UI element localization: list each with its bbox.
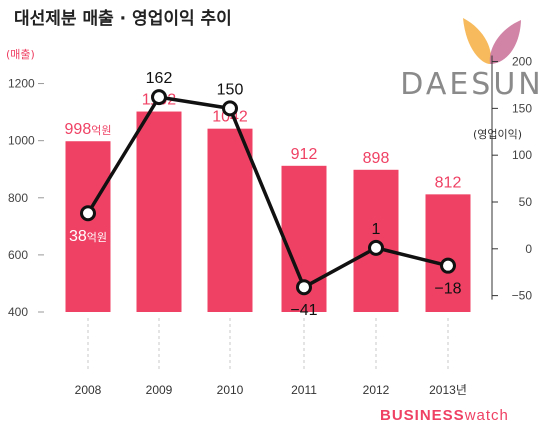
logo-purple-petal	[489, 20, 521, 64]
line-point-2010	[222, 100, 238, 117]
right-tick-label-50: 50	[519, 195, 533, 209]
line-point-2008	[80, 205, 96, 222]
left-axis-label: (매출)	[6, 48, 35, 61]
right-tick-label-−50: −50	[512, 289, 533, 303]
bar-label-2010: 1042	[212, 109, 248, 126]
footer-brand-text: BUSINESSwatch	[380, 407, 509, 424]
category-label-2009: 2009	[146, 383, 173, 397]
left-axis: 400 600 800 1000 1200	[8, 77, 44, 319]
right-tick-label-100: 100	[512, 148, 532, 162]
bar-2008	[65, 141, 111, 312]
line-label-2008: 38억원	[69, 228, 107, 245]
bar-label-value: 998	[65, 121, 92, 138]
bar-2009	[136, 111, 182, 312]
right-axis: 200 150 100 50 0 −50	[491, 55, 533, 303]
chart-title: 대선제분 매출 · 영업이익 추이	[14, 9, 232, 29]
line-label-2010: 150	[217, 81, 244, 98]
bar-2010	[207, 128, 253, 312]
line-label-2012: 1	[372, 221, 381, 238]
category-axis: 2008 2009 2010 2011 2012 2013년	[75, 383, 467, 397]
line-label-2009: 162	[146, 70, 173, 87]
line-point-2011	[296, 279, 312, 296]
category-label-2012: 2012	[363, 383, 390, 397]
category-guides	[87, 318, 449, 370]
right-tick-label-200: 200	[512, 55, 532, 69]
bar-2013년	[425, 194, 471, 312]
left-tick-label-600: 600	[8, 248, 28, 262]
right-tick-label-150: 150	[512, 101, 532, 115]
line-label-2011: −41	[290, 302, 317, 319]
category-label-2010: 2010	[217, 383, 244, 397]
line-label-unit: 억원	[87, 231, 107, 244]
footer-brand: BUSINESSwatch	[380, 407, 509, 424]
bar-label-2011: 912	[291, 146, 318, 163]
line-label-2013년: −18	[434, 281, 461, 298]
bar-label-2012: 898	[363, 150, 390, 167]
logo-orange-petal	[463, 18, 491, 64]
right-tick-label-0: 0	[525, 242, 532, 256]
daesun-logo: DAESUN	[400, 18, 540, 102]
footer-brand-light: watch	[464, 407, 509, 424]
bar-label-unit: 억원	[91, 124, 111, 137]
line-point-2013년	[440, 257, 456, 274]
bar-label-2008: 998억원	[65, 121, 112, 138]
left-tick-label-1000: 1000	[8, 134, 35, 148]
line-point-2009	[151, 89, 167, 106]
footer-brand-bold: BUSINESS	[380, 407, 465, 424]
category-label-2013년: 2013년	[429, 383, 467, 397]
category-label-2011: 2011	[291, 383, 317, 397]
bar-series: 998억원11021042912898812	[65, 92, 471, 312]
right-axis-label: (영업이익)	[473, 128, 522, 141]
category-label-2008: 2008	[75, 383, 102, 397]
line-point-2012	[368, 239, 384, 256]
logo-text: DAESUN	[400, 67, 540, 102]
left-tick-label-800: 800	[8, 191, 28, 205]
left-tick-label-1200: 1200	[8, 77, 35, 91]
line-label-value: 38	[69, 228, 87, 245]
left-tick-label-400: 400	[8, 305, 28, 319]
operating-profit-line	[86, 95, 449, 289]
bar-label-2013년: 812	[435, 174, 462, 191]
